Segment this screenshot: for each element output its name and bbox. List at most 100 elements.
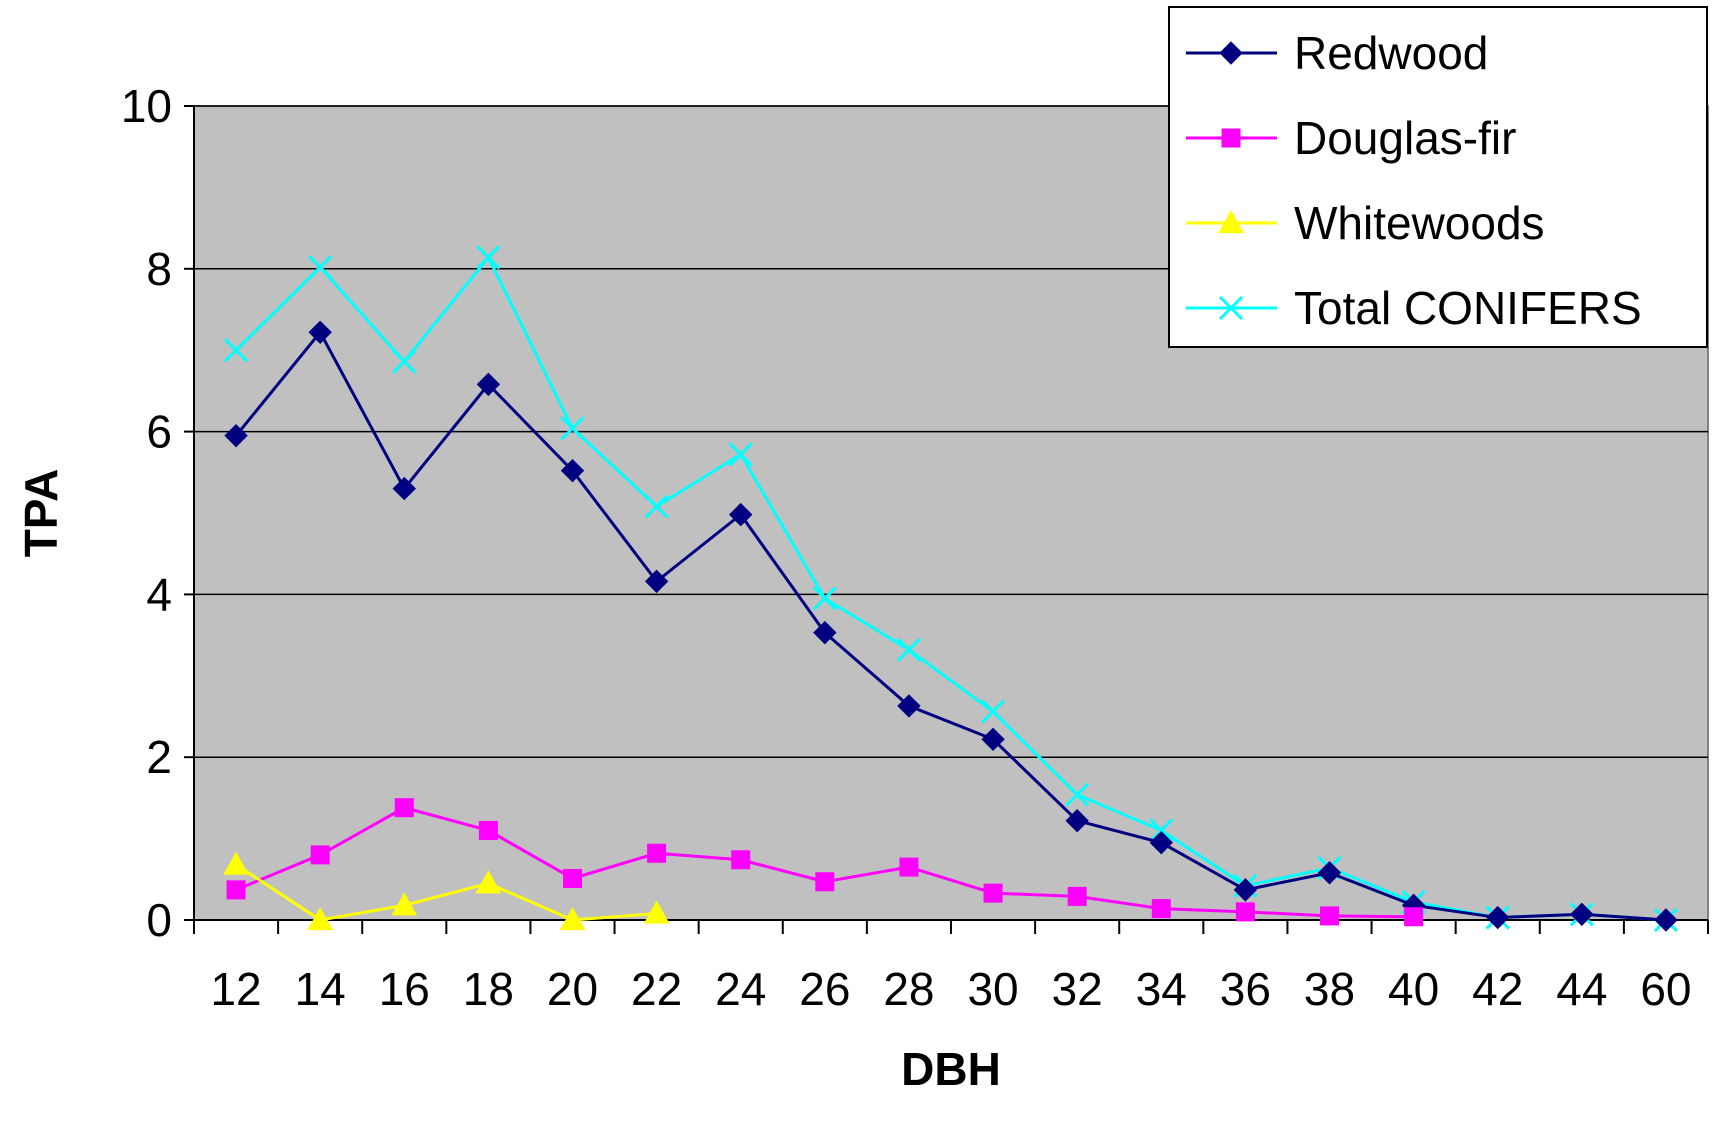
legend: Redwood Douglas-fir Whitewoods Total CONIFE…: [1168, 6, 1708, 348]
data-point-douglas-fir: [1067, 886, 1087, 906]
y-tick-label: 0: [146, 894, 172, 946]
data-point-redwood: [392, 476, 416, 501]
x-tick-label: 36: [1220, 963, 1271, 1015]
data-point-total-conifers: [308, 255, 333, 280]
legend-item-redwood: Redwood: [1186, 27, 1488, 79]
data-point-douglas-fir: [1151, 899, 1171, 919]
data-point-redwood: [560, 458, 585, 483]
x-tick-label: 28: [883, 963, 934, 1015]
data-point-douglas-fir: [983, 883, 1003, 903]
y-tick-labels: 0 2 4 6 8 10: [121, 80, 172, 946]
data-point-redwood: [1317, 861, 1342, 885]
data-point-redwood: [1065, 808, 1089, 833]
data-point-redwood: [1654, 908, 1678, 932]
data-point-douglas-fir: [1235, 902, 1255, 922]
data-point-douglas-fir: [310, 845, 330, 865]
series-layer: [223, 245, 1679, 933]
x-tick-label: 42: [1472, 963, 1523, 1015]
series-total-conifers: [223, 245, 1679, 933]
data-point-total-conifers: [728, 442, 753, 467]
data-point-douglas-fir: [815, 872, 835, 892]
data-point-redwood: [813, 620, 837, 645]
legend-marker: [1218, 295, 1244, 321]
legend-item-douglas-fir: Douglas-fir: [1186, 112, 1516, 164]
data-point-douglas-fir: [226, 880, 246, 900]
x-tick-label: 16: [379, 963, 430, 1015]
data-point-whitewoods: [643, 900, 670, 924]
data-point-redwood: [308, 320, 332, 344]
data-point-whitewoods: [223, 851, 249, 875]
legend-box: [1168, 6, 1708, 348]
x-tick-label: 38: [1304, 963, 1355, 1015]
data-point-total-conifers: [980, 699, 1006, 724]
data-point-douglas-fir: [1320, 906, 1339, 926]
data-point-redwood: [1486, 905, 1510, 930]
y-tick-label: 8: [146, 243, 172, 295]
legend-label: Douglas-fir: [1294, 112, 1516, 164]
data-point-redwood: [981, 727, 1005, 751]
data-point-douglas-fir: [899, 857, 919, 877]
y-tick-label: 4: [146, 568, 172, 620]
data-point-total-conifers: [560, 416, 585, 441]
data-point-redwood: [1233, 878, 1258, 902]
data-point-whitewoods: [391, 892, 418, 916]
x-tick-label: 40: [1388, 963, 1439, 1015]
x-tick-label: 44: [1556, 963, 1607, 1015]
data-point-total-conifers: [812, 586, 837, 611]
legend-label: Redwood: [1294, 27, 1488, 79]
x-tick-label: 20: [547, 963, 598, 1015]
x-tick-label: 24: [715, 963, 766, 1015]
data-point-total-conifers: [644, 494, 669, 519]
data-point-whitewoods: [475, 870, 502, 894]
legend-label: Whitewoods: [1294, 197, 1545, 249]
x-tick-label: 12: [210, 963, 261, 1015]
data-point-douglas-fir: [478, 820, 498, 840]
series-whitewoods: [223, 851, 670, 931]
x-tick-label: 60: [1640, 963, 1691, 1015]
data-point-redwood: [729, 502, 753, 527]
data-point-douglas-fir: [394, 798, 414, 818]
data-point-redwood: [224, 423, 248, 448]
data-point-douglas-fir: [647, 843, 667, 863]
data-point-whitewoods: [307, 906, 334, 931]
data-point-douglas-fir: [1404, 907, 1424, 927]
data-point-total-conifers: [476, 245, 501, 270]
x-tick-label: 22: [631, 963, 682, 1015]
x-tick-label: 32: [1052, 963, 1103, 1015]
legend-item-total-conifers: Total CONIFERS: [1186, 282, 1642, 334]
x-tick-labels: 12 14 16 18 20 22 24 26 28 30 32 34 36 38 40 42 44 60: [210, 963, 1691, 1015]
x-tick-label: 18: [463, 963, 514, 1015]
legend-item-whitewoods: Whitewoods: [1186, 197, 1545, 249]
x-tick-label: 30: [967, 963, 1018, 1015]
data-point-redwood: [897, 694, 921, 718]
data-point-whitewoods: [559, 906, 586, 931]
legend-marker: [1219, 41, 1243, 65]
legend-label: Total CONIFERS: [1294, 282, 1642, 334]
data-point-redwood: [1570, 902, 1594, 927]
series-line-total-conifers: [235, 254, 1667, 922]
y-tick-label: 10: [121, 80, 172, 132]
data-point-redwood: [476, 372, 501, 397]
axes: [184, 105, 1709, 934]
x-tick-label: 26: [799, 963, 850, 1015]
y-tick-label: 6: [146, 406, 172, 458]
legend-marker: [1218, 209, 1244, 234]
data-point-redwood: [644, 569, 669, 594]
legend-marker: [1221, 128, 1241, 148]
x-tick-label: 34: [1136, 963, 1187, 1015]
data-point-total-conifers: [392, 349, 417, 374]
series-redwood: [224, 320, 1678, 932]
series-line-redwood: [234, 329, 1667, 922]
series-douglas-fir: [226, 798, 1424, 927]
data-point-total-conifers: [1149, 818, 1174, 843]
x-axis-title: DBH: [901, 1043, 1001, 1095]
x-tick-label: 14: [295, 963, 346, 1015]
data-point-total-conifers: [896, 637, 922, 662]
y-axis-title: TPA: [15, 469, 67, 558]
data-point-total-conifers: [223, 338, 249, 363]
y-tick-label: 2: [146, 731, 172, 783]
data-point-douglas-fir: [731, 850, 751, 870]
data-point-redwood: [1149, 830, 1173, 855]
series-line-whitewoods: [235, 863, 657, 922]
